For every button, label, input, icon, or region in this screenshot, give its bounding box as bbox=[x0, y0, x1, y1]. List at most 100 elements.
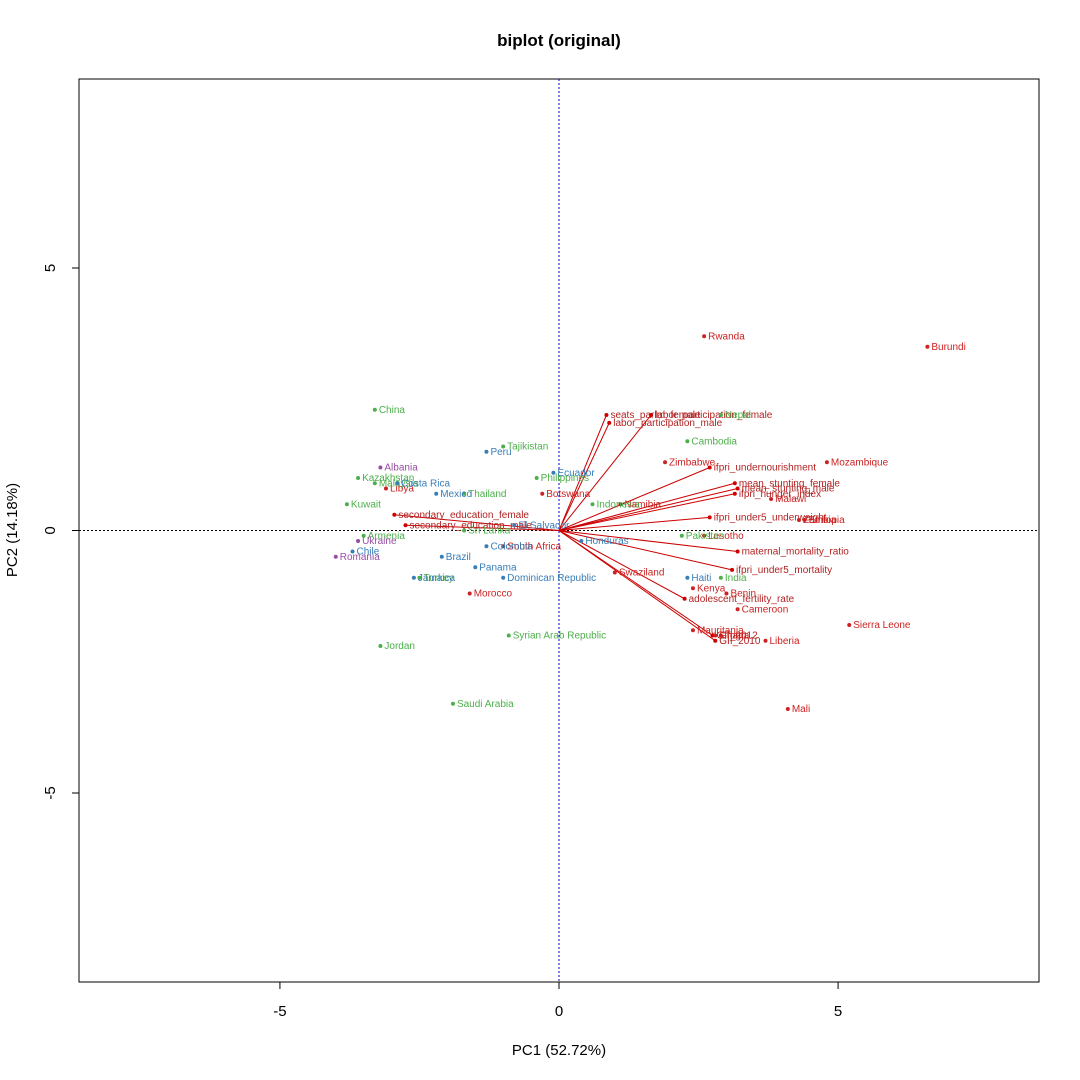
score-point bbox=[467, 591, 472, 596]
score-point bbox=[506, 633, 511, 638]
loading-tip bbox=[403, 523, 408, 528]
score-point bbox=[383, 486, 388, 491]
score-point-label: Zambia bbox=[803, 515, 837, 526]
score-point bbox=[663, 460, 668, 465]
loading-arrow bbox=[558, 493, 735, 531]
score-point bbox=[372, 407, 377, 412]
score-point bbox=[473, 565, 478, 570]
score-point bbox=[713, 633, 718, 638]
score-point-label: Malawi bbox=[775, 494, 806, 505]
loading-arrow bbox=[558, 414, 607, 531]
loading-label: GII_2010 bbox=[719, 636, 761, 647]
chart-title: biplot (original) bbox=[497, 31, 621, 50]
score-point bbox=[718, 633, 723, 638]
loading-tip bbox=[607, 420, 612, 425]
score-point bbox=[344, 502, 349, 507]
y-tick-label: 5 bbox=[42, 264, 59, 272]
score-point bbox=[484, 449, 489, 454]
score-point bbox=[679, 533, 684, 538]
x-axis-label: PC1 (52.72%) bbox=[512, 1042, 606, 1059]
score-point bbox=[925, 344, 930, 349]
score-point-label: Indonesia bbox=[596, 499, 640, 510]
score-point-label: Colombia bbox=[490, 541, 533, 552]
score-point-label: Ecuador bbox=[557, 468, 595, 479]
score-point bbox=[718, 413, 723, 417]
score-point bbox=[690, 628, 695, 633]
loading-arrow bbox=[558, 488, 738, 531]
loading-label: labor_participation_male bbox=[613, 418, 722, 429]
loading-tip bbox=[707, 465, 712, 470]
score-point-label: Romania bbox=[340, 552, 380, 563]
score-point bbox=[501, 575, 506, 580]
score-point-label: Saudi Arabia bbox=[457, 699, 514, 710]
loading-tip bbox=[732, 481, 737, 486]
score-point-label: Pakistan bbox=[686, 531, 724, 542]
score-point-label: South Africa bbox=[507, 541, 561, 552]
score-point bbox=[411, 575, 416, 580]
score-point bbox=[356, 476, 361, 480]
score-point bbox=[534, 476, 539, 480]
score-point-label: Peru bbox=[490, 447, 511, 458]
score-point bbox=[797, 518, 801, 522]
loading-tip bbox=[707, 515, 712, 520]
x-tick-label: -5 bbox=[273, 1003, 286, 1020]
score-point-label: Thailand bbox=[468, 489, 506, 500]
loading-arrow bbox=[558, 530, 733, 571]
score-point bbox=[417, 575, 422, 580]
loading-tip bbox=[735, 549, 740, 554]
score-point-label: Swaziland bbox=[619, 568, 665, 579]
score-point bbox=[450, 701, 455, 706]
score-point bbox=[824, 460, 829, 465]
loading-label: ifpri_undernourishment bbox=[714, 463, 817, 474]
loading-label: secondary_education_male bbox=[410, 520, 533, 531]
loading-label: mean_stunting_male bbox=[742, 484, 835, 495]
score-point-label: Mozambique bbox=[831, 457, 889, 468]
x-tick-label: 0 bbox=[555, 1003, 563, 1020]
score-point-label: Kuwait bbox=[351, 499, 381, 510]
score-point-label: Brazil bbox=[446, 552, 471, 563]
score-point bbox=[724, 591, 729, 596]
loading-label: ifpri_under5_underweight bbox=[714, 512, 827, 523]
score-point bbox=[512, 523, 517, 528]
score-point bbox=[462, 528, 467, 533]
score-point-label: Cambodia bbox=[691, 436, 737, 447]
score-point bbox=[702, 533, 707, 538]
score-point bbox=[702, 334, 707, 339]
loading-label: labor_participation_female bbox=[655, 410, 773, 421]
score-point-label: Morocco bbox=[474, 589, 513, 600]
score-point bbox=[802, 518, 807, 522]
score-point-label: Botswana bbox=[546, 489, 590, 500]
score-point-label: Sierra Leone bbox=[853, 620, 911, 631]
score-point-label: Zimbabwe bbox=[669, 457, 716, 468]
score-point bbox=[501, 544, 506, 549]
loading-tip bbox=[392, 512, 397, 517]
score-point-label: Haiti bbox=[691, 573, 711, 584]
score-point-label: Armenia bbox=[368, 531, 406, 542]
loading-label: ifpri_hunger_index bbox=[739, 489, 821, 500]
y-axis: -5 0 5 bbox=[42, 264, 80, 800]
score-point-label: Albania bbox=[384, 463, 418, 474]
loading-arrow bbox=[558, 530, 738, 552]
score-point-label: Burundi bbox=[931, 342, 965, 353]
score-point bbox=[434, 491, 439, 496]
score-point bbox=[395, 481, 400, 486]
score-point bbox=[763, 638, 768, 643]
score-point bbox=[579, 539, 584, 543]
loading-tip bbox=[604, 413, 609, 417]
loading-label: secondary_education_female bbox=[398, 510, 529, 521]
score-point bbox=[540, 491, 545, 496]
score-point bbox=[551, 470, 556, 475]
score-point-label: Mali bbox=[792, 704, 810, 715]
score-point-label: Jordan bbox=[384, 641, 415, 652]
loading-arrow bbox=[558, 422, 610, 531]
score-point bbox=[378, 465, 383, 470]
score-point bbox=[618, 502, 623, 507]
score-point-label: Mauritania bbox=[697, 625, 744, 636]
score-point-label: Rwanda bbox=[708, 331, 745, 342]
score-point-label: Philippines bbox=[541, 473, 589, 484]
score-points: Burundi Rwanda Mozambique Zimbabwe Malawi Zam… bbox=[333, 331, 966, 715]
score-point-label: Ukraine bbox=[362, 536, 397, 547]
y-tick-label: 0 bbox=[42, 526, 59, 534]
score-point-label: Jamaica bbox=[418, 573, 456, 584]
